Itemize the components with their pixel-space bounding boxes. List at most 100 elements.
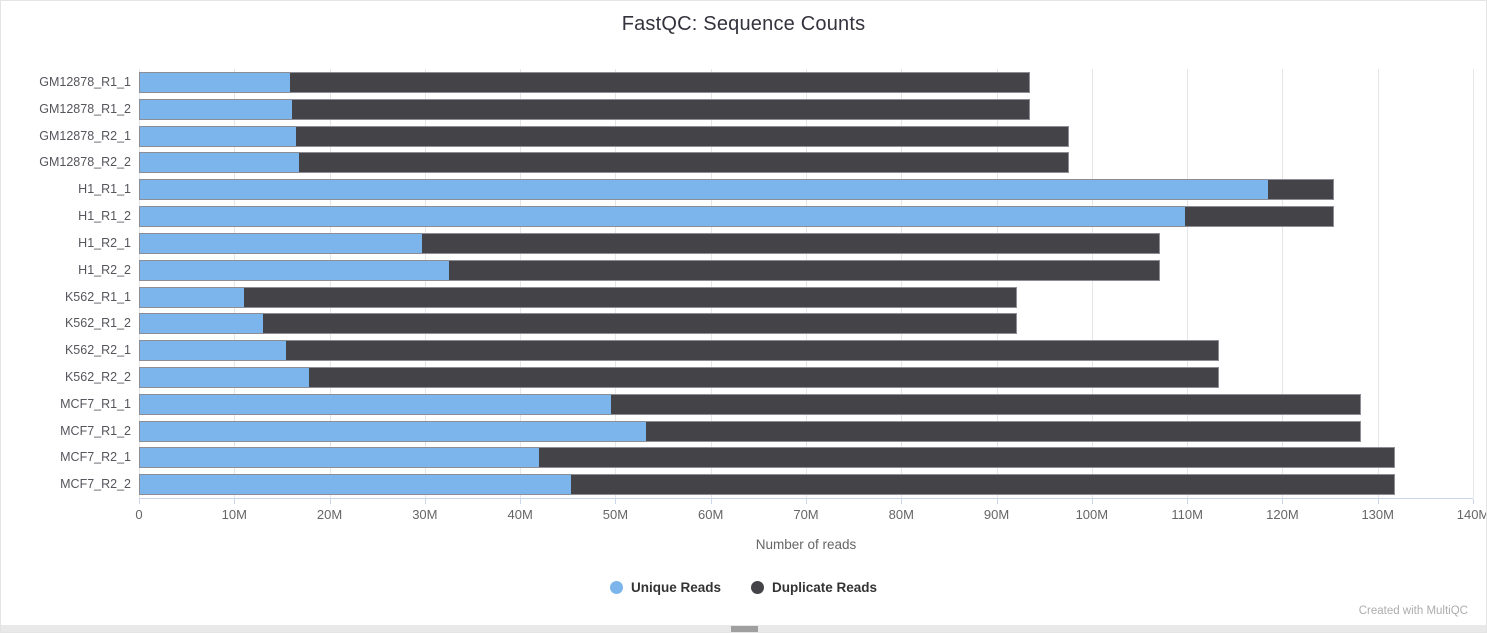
category-label: MCF7_R2_1 (60, 450, 131, 465)
x-axis-tick-label: 100M (1075, 507, 1109, 522)
x-axis-tick-label: 40M (507, 507, 533, 522)
bar-row (139, 203, 1473, 230)
y-axis-labels: GM12878_R1_1 GM12878_R1_2 GM12878_R2_1 GM12… (1, 69, 131, 498)
legend: Unique Reads Duplicate Reads (1, 580, 1486, 595)
unique-reads-segment[interactable] (140, 287, 244, 307)
duplicate-reads-segment[interactable] (422, 233, 1159, 253)
gridline (520, 69, 522, 498)
duplicate-reads-segment[interactable] (295, 126, 1068, 146)
x-axis-tick (901, 499, 903, 504)
duplicate-reads-segment[interactable] (570, 475, 1394, 495)
category-label: MCF7_R1_1 (60, 396, 131, 411)
unique-reads-segment[interactable] (140, 448, 539, 468)
stacked-bar (139, 152, 1069, 174)
legend-item-duplicate-reads[interactable]: Duplicate Reads (750, 580, 877, 595)
x-axis-tick (329, 499, 331, 504)
unique-reads-segment[interactable] (140, 126, 296, 146)
stacked-bar (139, 286, 1017, 308)
unique-reads-segment[interactable] (140, 475, 571, 495)
stacked-bar (139, 72, 1030, 93)
duplicate-reads-segment[interactable] (298, 153, 1068, 173)
gridline (710, 69, 712, 498)
stacked-bar (139, 232, 1160, 254)
gridline (901, 69, 903, 498)
unique-reads-segment[interactable] (140, 341, 287, 361)
unique-reads-segment[interactable] (140, 367, 310, 387)
gridline (234, 69, 236, 498)
duplicate-reads-legend-dot-icon (750, 581, 764, 594)
bar-row (139, 310, 1473, 337)
bar-row (139, 444, 1473, 471)
bar-row (139, 96, 1473, 123)
category-label: K562_R1_1 (64, 289, 131, 304)
x-axis: 0 10M 20M 30M 40M 50M 60M 70M 80M 90M 100M 110M 120M… (135, 498, 1486, 525)
x-axis-tick-label: 50M (602, 507, 629, 522)
plot-area (139, 69, 1474, 498)
bar-row (139, 123, 1473, 150)
unique-reads-segment[interactable] (140, 260, 450, 280)
unique-reads-segment[interactable] (140, 314, 263, 334)
category-label: H1_R1_1 (78, 182, 131, 197)
unique-reads-legend-dot-icon (609, 581, 623, 594)
duplicate-reads-segment[interactable] (262, 314, 1016, 334)
unique-reads-segment[interactable] (140, 99, 293, 119)
duplicate-reads-segment[interactable] (610, 394, 1360, 414)
duplicate-reads-segment[interactable] (243, 287, 1016, 307)
stacked-bar (139, 447, 1395, 469)
duplicate-reads-segment[interactable] (1185, 207, 1333, 227)
gridline (1473, 69, 1474, 498)
bar-row (139, 257, 1473, 284)
unique-reads-segment[interactable] (140, 394, 611, 414)
x-axis-tick (996, 499, 998, 504)
x-axis-tick (139, 499, 140, 504)
duplicate-reads-segment[interactable] (646, 421, 1360, 441)
x-axis-tick-label: 90M (983, 507, 1010, 522)
horizontal-scrollbar-thumb[interactable] (731, 626, 758, 632)
duplicate-reads-segment[interactable] (1268, 180, 1333, 200)
unique-reads-segment[interactable] (140, 153, 299, 173)
gridline (996, 69, 998, 498)
stacked-bar (139, 366, 1219, 388)
stacked-bar (139, 98, 1030, 120)
x-axis-tick (1473, 499, 1474, 504)
horizontal-scrollbar[interactable] (1, 625, 1486, 632)
bar-row (139, 176, 1473, 203)
duplicate-reads-segment[interactable] (292, 99, 1029, 119)
bar-row (139, 69, 1473, 96)
x-axis-tick-label: 130M (1361, 507, 1394, 522)
x-axis-tick (615, 499, 617, 504)
x-axis-tick (234, 499, 236, 504)
legend-item-unique-reads[interactable]: Unique Reads (609, 580, 721, 595)
bar-row (139, 284, 1473, 311)
x-axis-tick (1282, 499, 1284, 504)
duplicate-reads-segment[interactable] (286, 341, 1218, 361)
bar-row (139, 391, 1473, 418)
gridline (615, 69, 617, 498)
category-label: GM12878_R2_2 (39, 155, 131, 170)
unique-reads-segment[interactable] (140, 207, 1186, 227)
unique-reads-segment[interactable] (140, 180, 1269, 200)
x-axis-tick (520, 499, 522, 504)
gridline (139, 69, 140, 498)
x-axis-tick-label: 0 (135, 507, 143, 522)
category-label: K562_R2_1 (64, 343, 131, 358)
unique-reads-segment[interactable] (140, 73, 291, 92)
unique-reads-segment[interactable] (140, 421, 647, 441)
stacked-bar (139, 393, 1361, 415)
duplicate-reads-segment[interactable] (290, 73, 1029, 92)
bar-row (139, 418, 1473, 445)
footer-credit: Created with MultiQC (1358, 605, 1468, 617)
stacked-bar (139, 259, 1160, 281)
category-label: H1_R2_1 (78, 235, 131, 250)
duplicate-reads-segment[interactable] (538, 448, 1394, 468)
gridline (329, 69, 331, 498)
unique-reads-segment[interactable] (140, 233, 423, 253)
x-axis-tick-label: 60M (698, 507, 724, 522)
x-axis-tick-label: 120M (1266, 507, 1299, 522)
stacked-bar (139, 474, 1395, 496)
gridline (806, 69, 807, 498)
duplicate-reads-segment[interactable] (309, 367, 1218, 387)
legend-label: Unique Reads (630, 580, 721, 595)
duplicate-reads-segment[interactable] (449, 260, 1159, 280)
